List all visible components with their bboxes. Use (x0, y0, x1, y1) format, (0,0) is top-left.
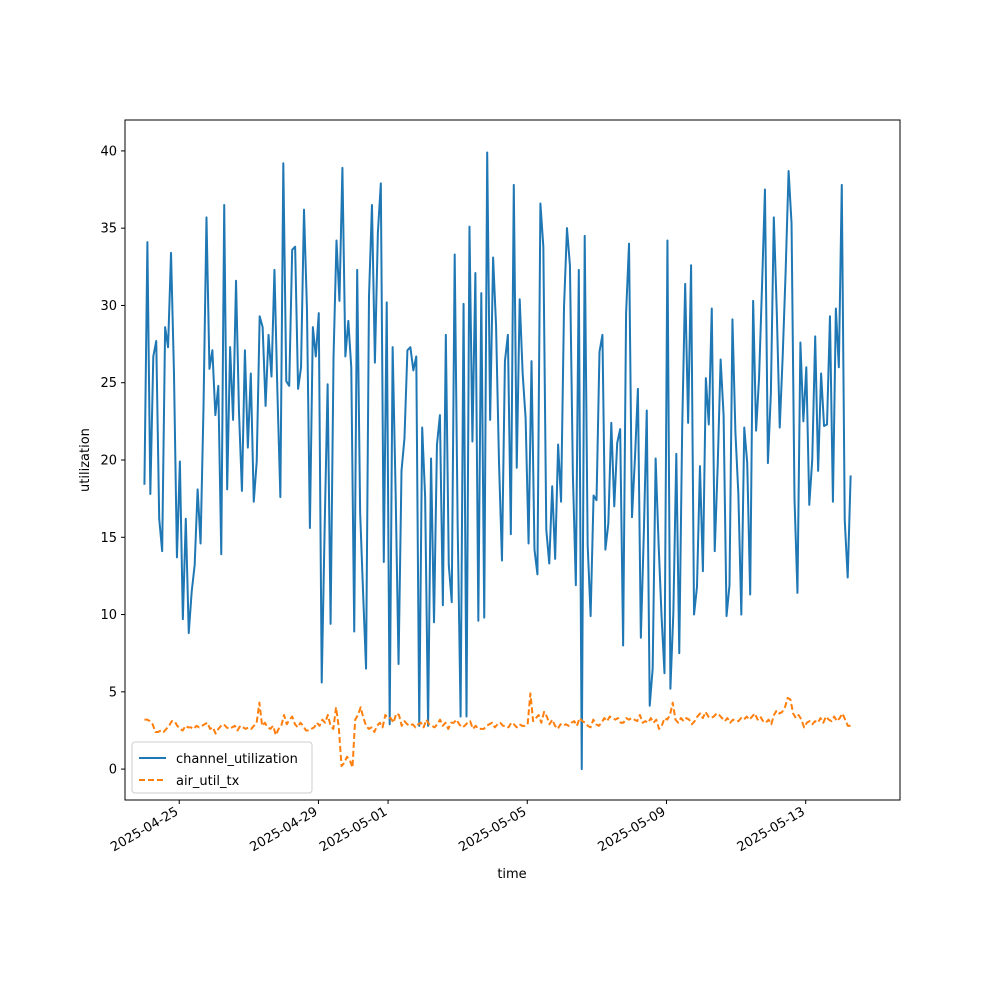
y-tick-label-25: 25 (100, 376, 117, 391)
legend-label-air-util-tx: air_util_tx (176, 774, 240, 789)
legend-label-channel-utilization: channel_utilization (176, 752, 298, 767)
y-tick-label-0: 0 (109, 763, 117, 778)
y-tick-label-5: 5 (109, 685, 117, 700)
series-line-channel-utilization (143, 151, 852, 771)
series-layer (143, 151, 852, 771)
legend-box (131, 741, 313, 794)
legend: channel_utilization air_util_tx (131, 741, 313, 794)
y-tick-label-40: 40 (100, 144, 117, 159)
x-axis-title: time (497, 867, 526, 882)
y-tick-label-15: 15 (100, 531, 117, 546)
y-tick-label-30: 30 (100, 299, 117, 314)
y-axis: 0 5 10 15 20 25 30 35 40 (100, 144, 125, 778)
series-line-air-util-tx (144, 692, 851, 769)
y-tick-label-10: 10 (100, 608, 117, 623)
y-tick-label-20: 20 (100, 454, 117, 469)
y-tick-label-35: 35 (100, 222, 117, 237)
y-axis-title: utilization (78, 428, 93, 492)
